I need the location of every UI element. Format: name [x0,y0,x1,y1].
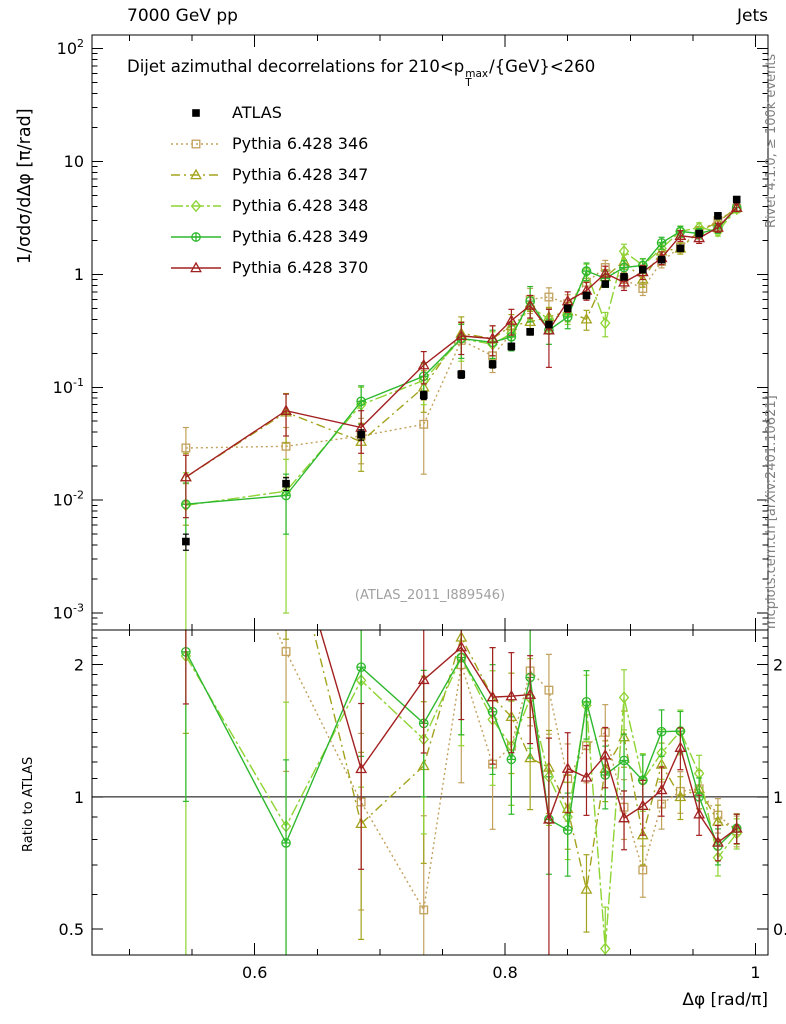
legend-item-pythia-6-428-348: Pythia 6.428 348 [170,190,368,221]
legend-item-pythia-6-428-346: Pythia 6.428 346 [170,128,368,159]
legend-label: Pythia 6.428 348 [232,196,369,215]
legend-label: Pythia 6.428 346 [232,134,369,153]
svg-text:102: 102 [57,37,84,58]
plot-title-prefix: Dijet azimuthal decorrelations for 210<p [127,57,465,76]
legend-sample-atlas [192,108,200,117]
series-main-atlas [182,195,741,551]
legend-sample-pythia-6-428-348 [171,199,221,212]
legend-label: Pythia 6.428 370 [232,258,369,277]
svg-text:2: 2 [773,656,783,675]
pt-sup: max [465,68,489,80]
legend-item-atlas: ATLAS [170,97,368,128]
legend-sample-pythia-6-428-349 [171,231,221,242]
svg-text:10-3: 10-3 [53,602,84,623]
ratio-axis-title: Ratio to ATLAS [21,756,36,852]
legend-label: Pythia 6.428 349 [232,227,369,246]
svg-text:0.5: 0.5 [773,920,786,939]
svg-text:1: 1 [773,788,783,807]
legend-item-pythia-6-428-347: Pythia 6.428 347 [170,159,368,190]
legend: ATLAS Pythia 6.428 346 Pythia 6.428 347 Pyt… [170,97,368,283]
analysis-id-watermark: (ATLAS_2011_I889546) [354,588,506,603]
legend-label: Pythia 6.428 347 [232,165,369,184]
axes [91,34,769,956]
legend-sample-pythia-6-428-370 [171,261,221,272]
pt-sub: T [465,76,472,89]
series-ratio-pythia-6-428-370 [182,630,743,955]
legend-item-pythia-6-428-370: Pythia 6.428 370 [170,252,368,283]
svg-text:1: 1 [74,788,84,807]
svg-text:0.6: 0.6 [242,963,267,982]
legend-sample-pythia-6-428-346 [171,139,221,148]
svg-text:0.5: 0.5 [59,920,84,939]
x-axis-title: Δφ [rad/π] [682,990,768,1010]
beam-energy-label: 7000 GeV pp [127,6,238,26]
process-label: Jets [737,6,768,26]
series-main-pythia-6-428-370 [179,201,743,519]
svg-text:10-1: 10-1 [53,376,84,397]
mcplots-citation-note: mcplots.cern.ch [arXiv:2401.10621] [764,395,779,629]
y-axis-title: 1/σdσ/dΔφ [π/rad] [15,108,35,264]
legend-sample-pythia-6-428-347 [171,168,221,179]
svg-text:0.8: 0.8 [492,963,517,982]
axis-tick-labels: 0.6 0.8 1 10-3 10-2 10-1 1 10 102 2 2 1 1 0.5 0.5 [53,37,786,982]
pt-supsub: max T [465,68,489,89]
svg-text:2: 2 [74,656,84,675]
svg-text:10-2: 10-2 [53,489,84,510]
svg-text:1: 1 [750,963,760,982]
legend-item-pythia-6-428-349: Pythia 6.428 349 [170,221,368,252]
plot-title-suffix: /{GeV}<260 [489,57,596,76]
rivet-version-note: Rivet 4.1.0, ≥ 100k events [764,53,779,228]
svg-text:1: 1 [74,265,84,284]
legend-label: ATLAS [232,103,282,122]
svg-text:10: 10 [64,152,84,171]
plot-title: Dijet azimuthal decorrelations for 210<p… [127,57,595,87]
